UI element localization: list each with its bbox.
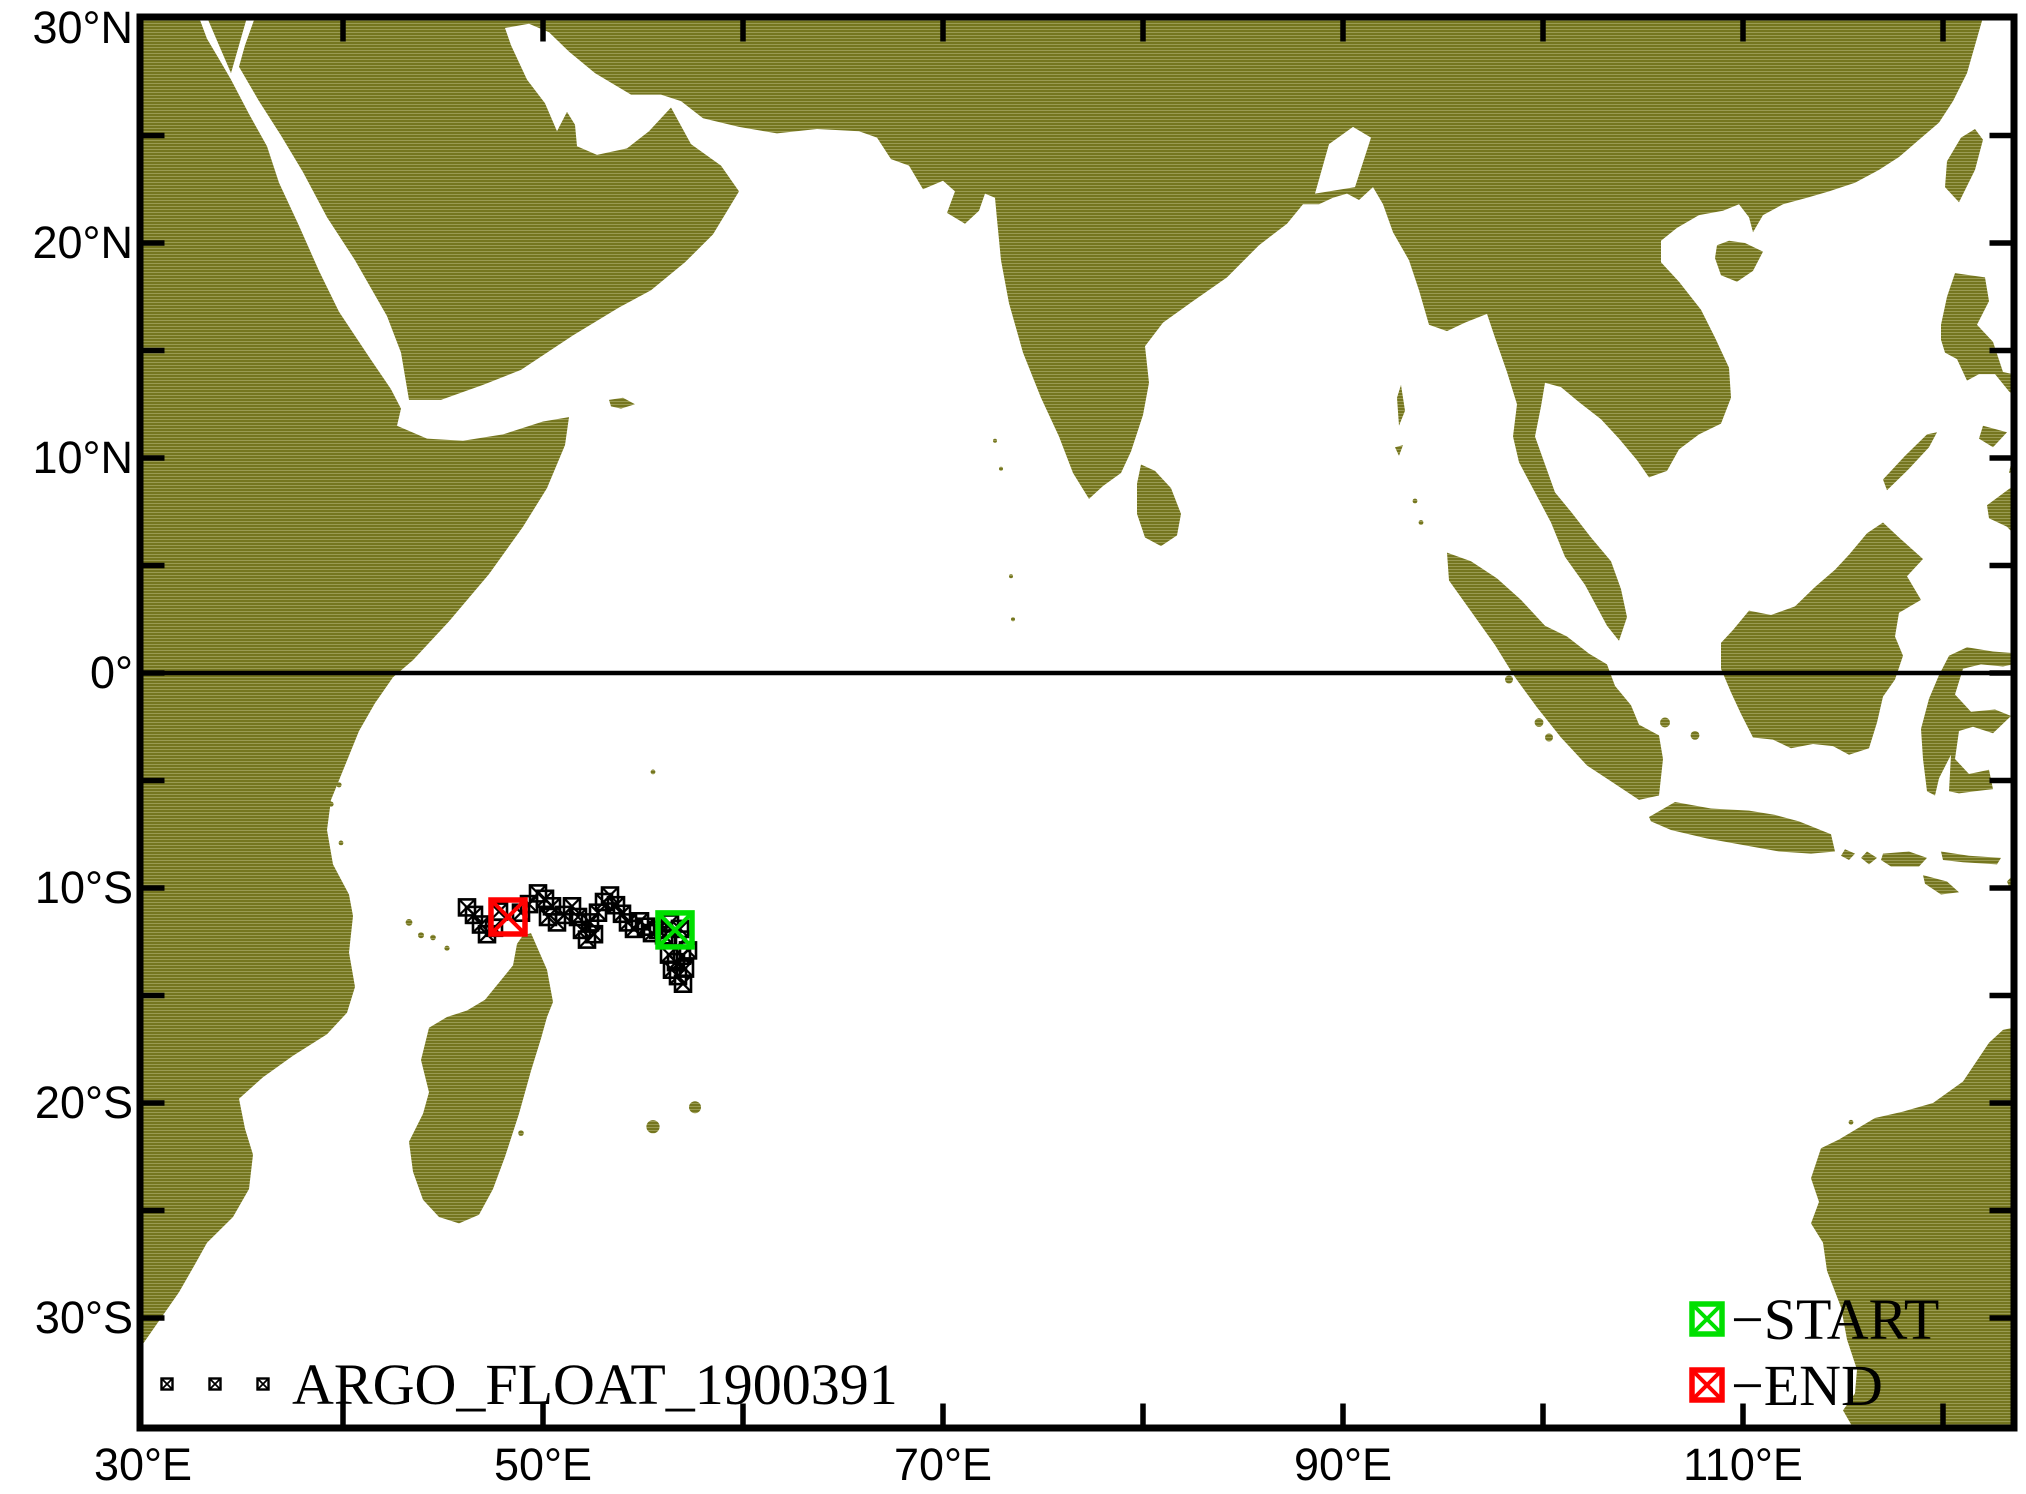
land-sumbawa [1881, 851, 1927, 867]
land-visayas-1 [1979, 425, 2007, 448]
land-palawan [1883, 432, 1937, 491]
land-andaman [1397, 384, 1405, 426]
lat-label-20S: 20°S [34, 1077, 133, 1128]
land-visayas-2 [2009, 465, 2011, 473]
lat-label-30N: 30°N [32, 2, 133, 53]
lon-label-50E: 50°E [493, 1439, 593, 1490]
landmasses [143, 20, 2011, 1425]
lon-label-90E: 90°E [1293, 1439, 1393, 1490]
trajectory-marker-icon [256, 1377, 270, 1391]
land-java [1649, 802, 1835, 854]
land-flores [1941, 851, 2001, 865]
land-asia-mainland [239, 20, 1983, 641]
land-sinai [208, 20, 247, 74]
lon-label-30E: 30°E [93, 1439, 193, 1490]
land-mindanao [1987, 487, 2011, 531]
land-lombok [1861, 851, 1877, 865]
land-borneo [1721, 522, 1923, 755]
end-marker-icon [1689, 1367, 1725, 1403]
lat-label-0: 0° [89, 647, 133, 698]
trajectory-marker-icon [208, 1377, 222, 1391]
land-australia [1811, 1028, 2011, 1425]
land-bali-lombok [1841, 849, 1855, 860]
land-sulawesi [1921, 647, 2011, 796]
land-hainan [1715, 240, 1763, 282]
trajectory-label: ARGO_FLOAT_1900391 [292, 1351, 898, 1417]
land-nicobar [1395, 445, 1403, 456]
lon-label-70E: 70°E [893, 1439, 993, 1490]
end-point [488, 897, 528, 937]
trajectory-marker-icon [160, 1377, 174, 1391]
lat-label-20N: 20°N [32, 217, 133, 268]
end-legend: −END [1689, 1352, 1883, 1418]
land-madagascar [409, 933, 553, 1224]
land-africa [143, 20, 569, 1344]
end-label: −END [1731, 1352, 1883, 1418]
land-luzon [1941, 273, 2011, 393]
lat-label-10N: 10°N [32, 432, 133, 483]
start-marker-icon [1689, 1301, 1725, 1337]
lat-label-30S: 30°S [34, 1292, 133, 1343]
lat-label-10S: 10°S [34, 862, 133, 913]
start-legend: −START [1689, 1286, 1939, 1352]
land-socotra [609, 397, 635, 409]
water-bengal-lowland [1315, 126, 1371, 194]
axis-ticks [143, 20, 2011, 1425]
start-label: −START [1731, 1286, 1940, 1352]
land-sri-lanka [1137, 464, 1181, 547]
land-taiwan [1945, 129, 1983, 203]
start-point [655, 910, 695, 950]
trajectory-legend: ARGO_FLOAT_1900391 [160, 1351, 898, 1417]
map-frame [136, 13, 2018, 1432]
land-sumatra [1447, 552, 1663, 800]
land-sumba [1923, 875, 1959, 895]
lon-label-110E: 110°E [1683, 1439, 1803, 1490]
